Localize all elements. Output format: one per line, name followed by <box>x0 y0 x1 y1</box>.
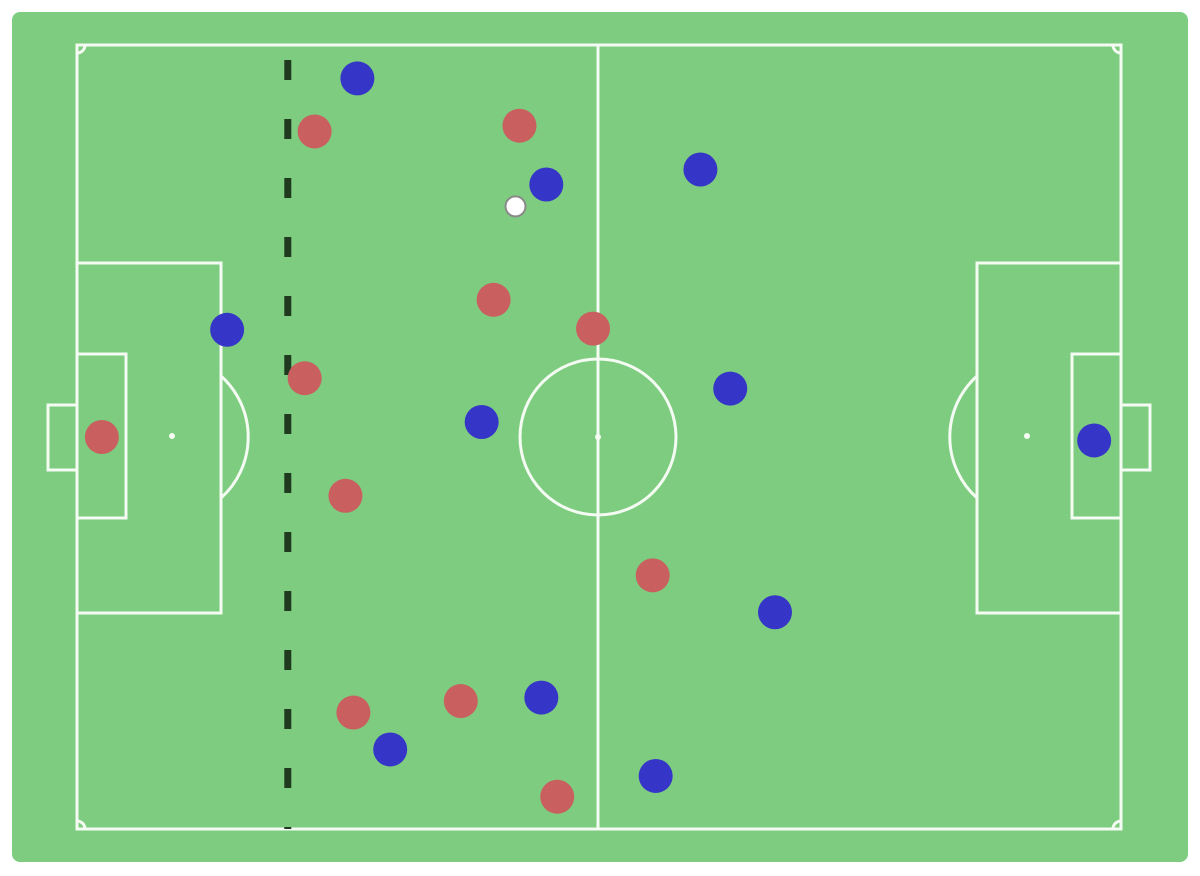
player <box>373 732 408 767</box>
player <box>210 312 245 347</box>
penalty-arc <box>948 374 979 500</box>
player <box>540 779 575 814</box>
center-spot <box>595 434 601 440</box>
goal <box>46 403 79 472</box>
player <box>336 695 371 730</box>
penalty-spot <box>1024 433 1030 439</box>
player <box>713 371 748 406</box>
penalty-arc <box>219 374 250 500</box>
player <box>297 114 332 149</box>
player <box>529 167 564 202</box>
player <box>502 108 537 143</box>
player <box>340 61 375 96</box>
penalty-spot <box>169 433 175 439</box>
player <box>328 478 363 513</box>
player <box>635 558 670 593</box>
player <box>1077 423 1112 458</box>
corner-arcs <box>76 44 1122 830</box>
player <box>683 152 718 187</box>
ball <box>504 195 527 218</box>
player <box>84 420 119 454</box>
player <box>576 311 611 346</box>
center-circle <box>518 357 678 517</box>
player <box>464 405 499 440</box>
player <box>476 282 511 317</box>
pitch-markings <box>46 43 1152 831</box>
player <box>757 595 792 630</box>
player <box>638 758 673 793</box>
player <box>524 680 559 715</box>
player <box>443 684 478 719</box>
goal <box>1119 403 1152 472</box>
player <box>287 361 322 396</box>
